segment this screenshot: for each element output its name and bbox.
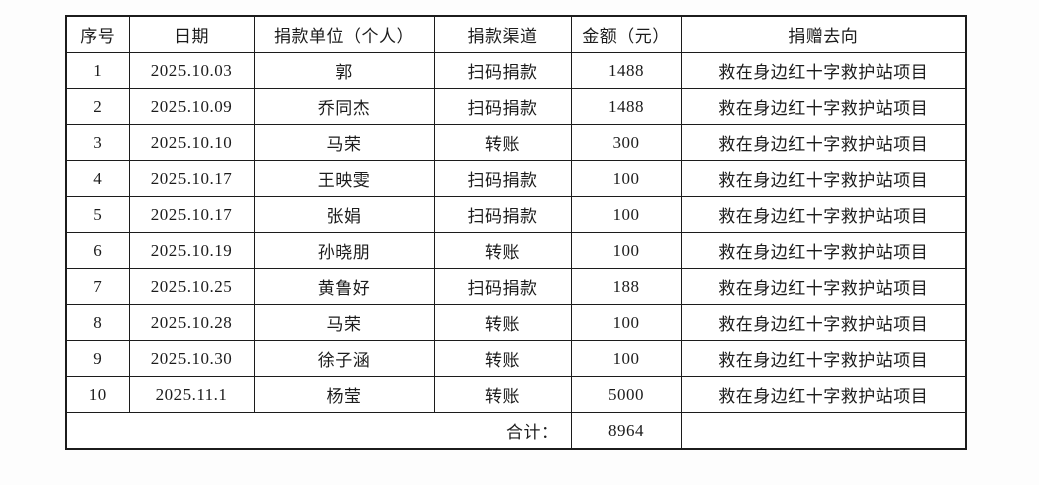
table-row: 9 2025.10.30 徐子涵 转账 100 救在身边红十字救护站项目 [65,340,967,377]
cell-amount: 100 [570,196,682,233]
table-row: 7 2025.10.25 黄鲁好 扫码捐款 188 救在身边红十字救护站项目 [65,268,967,305]
cell-date: 2025.10.19 [128,232,255,269]
cell-donor: 郭 [253,52,435,89]
cell-no: 7 [65,268,130,305]
cell-no: 8 [65,304,130,341]
cell-date: 2025.10.30 [128,340,255,377]
cell-destination: 救在身边红十字救护站项目 [680,232,967,269]
cell-amount: 1488 [570,88,682,125]
cell-channel: 扫码捐款 [433,196,572,233]
table-row: 10 2025.11.1 杨莹 转账 5000 救在身边红十字救护站项目 [65,376,967,413]
cell-channel: 扫码捐款 [433,268,572,305]
cell-destination: 救在身边红十字救护站项目 [680,196,967,233]
cell-date: 2025.10.03 [128,52,255,89]
cell-donor: 乔同杰 [253,88,435,125]
cell-donor: 徐子涵 [253,340,435,377]
cell-donor: 黄鲁好 [253,268,435,305]
header-destination: 捐赠去向 [680,15,967,53]
cell-destination: 救在身边红十字救护站项目 [680,52,967,89]
cell-amount: 300 [570,124,682,161]
table-row: 8 2025.10.28 马荣 转账 100 救在身边红十字救护站项目 [65,304,967,341]
cell-donor: 王映雯 [253,160,435,197]
cell-date: 2025.10.17 [128,196,255,233]
donation-record-table: 序号 日期 捐款单位（个人） 捐款渠道 金额（元） 捐赠去向 1 2025.10… [65,15,967,450]
cell-amount: 100 [570,304,682,341]
header-no: 序号 [65,15,130,53]
cell-donor: 孙晓朋 [253,232,435,269]
header-donor: 捐款单位（个人） [253,15,435,53]
table-row: 3 2025.10.10 马荣 转账 300 救在身边红十字救护站项目 [65,124,967,161]
cell-channel: 转账 [433,304,572,341]
cell-channel: 扫码捐款 [433,88,572,125]
cell-channel: 转账 [433,124,572,161]
cell-channel: 扫码捐款 [433,52,572,89]
cell-destination: 救在身边红十字救护站项目 [680,340,967,377]
table-row: 5 2025.10.17 张娟 扫码捐款 100 救在身边红十字救护站项目 [65,196,967,233]
table-row: 6 2025.10.19 孙晓朋 转账 100 救在身边红十字救护站项目 [65,232,967,269]
cell-destination: 救在身边红十字救护站项目 [680,268,967,305]
cell-destination: 救在身边红十字救护站项目 [680,88,967,125]
table-row: 1 2025.10.03 郭 扫码捐款 1488 救在身边红十字救护站项目 [65,52,967,89]
cell-no: 6 [65,232,130,269]
total-row: 合计： 8964 [65,412,967,450]
cell-donor: 马荣 [253,124,435,161]
cell-destination: 救在身边红十字救护站项目 [680,160,967,197]
total-destination [680,412,967,450]
cell-no: 2 [65,88,130,125]
cell-amount: 100 [570,232,682,269]
cell-no: 4 [65,160,130,197]
cell-amount: 1488 [570,52,682,89]
cell-channel: 扫码捐款 [433,160,572,197]
cell-amount: 188 [570,268,682,305]
cell-date: 2025.10.09 [128,88,255,125]
cell-date: 2025.11.1 [128,376,255,413]
header-channel: 捐款渠道 [433,15,572,53]
total-amount: 8964 [570,412,682,450]
cell-date: 2025.10.17 [128,160,255,197]
cell-no: 1 [65,52,130,89]
cell-no: 10 [65,376,130,413]
cell-channel: 转账 [433,340,572,377]
cell-channel: 转账 [433,232,572,269]
cell-donor: 张娟 [253,196,435,233]
cell-amount: 100 [570,340,682,377]
cell-date: 2025.10.28 [128,304,255,341]
cell-destination: 救在身边红十字救护站项目 [680,124,967,161]
cell-amount: 100 [570,160,682,197]
cell-date: 2025.10.25 [128,268,255,305]
cell-no: 5 [65,196,130,233]
cell-channel: 转账 [433,376,572,413]
header-amount: 金额（元） [570,15,682,53]
header-date: 日期 [128,15,255,53]
cell-destination: 救在身边红十字救护站项目 [680,304,967,341]
cell-no: 9 [65,340,130,377]
cell-no: 3 [65,124,130,161]
cell-donor: 杨莹 [253,376,435,413]
table-row: 4 2025.10.17 王映雯 扫码捐款 100 救在身边红十字救护站项目 [65,160,967,197]
table-row: 2 2025.10.09 乔同杰 扫码捐款 1488 救在身边红十字救护站项目 [65,88,967,125]
cell-amount: 5000 [570,376,682,413]
cell-donor: 马荣 [253,304,435,341]
cell-destination: 救在身边红十字救护站项目 [680,376,967,413]
cell-date: 2025.10.10 [128,124,255,161]
header-row: 序号 日期 捐款单位（个人） 捐款渠道 金额（元） 捐赠去向 [65,15,967,53]
total-label: 合计： [65,412,572,450]
